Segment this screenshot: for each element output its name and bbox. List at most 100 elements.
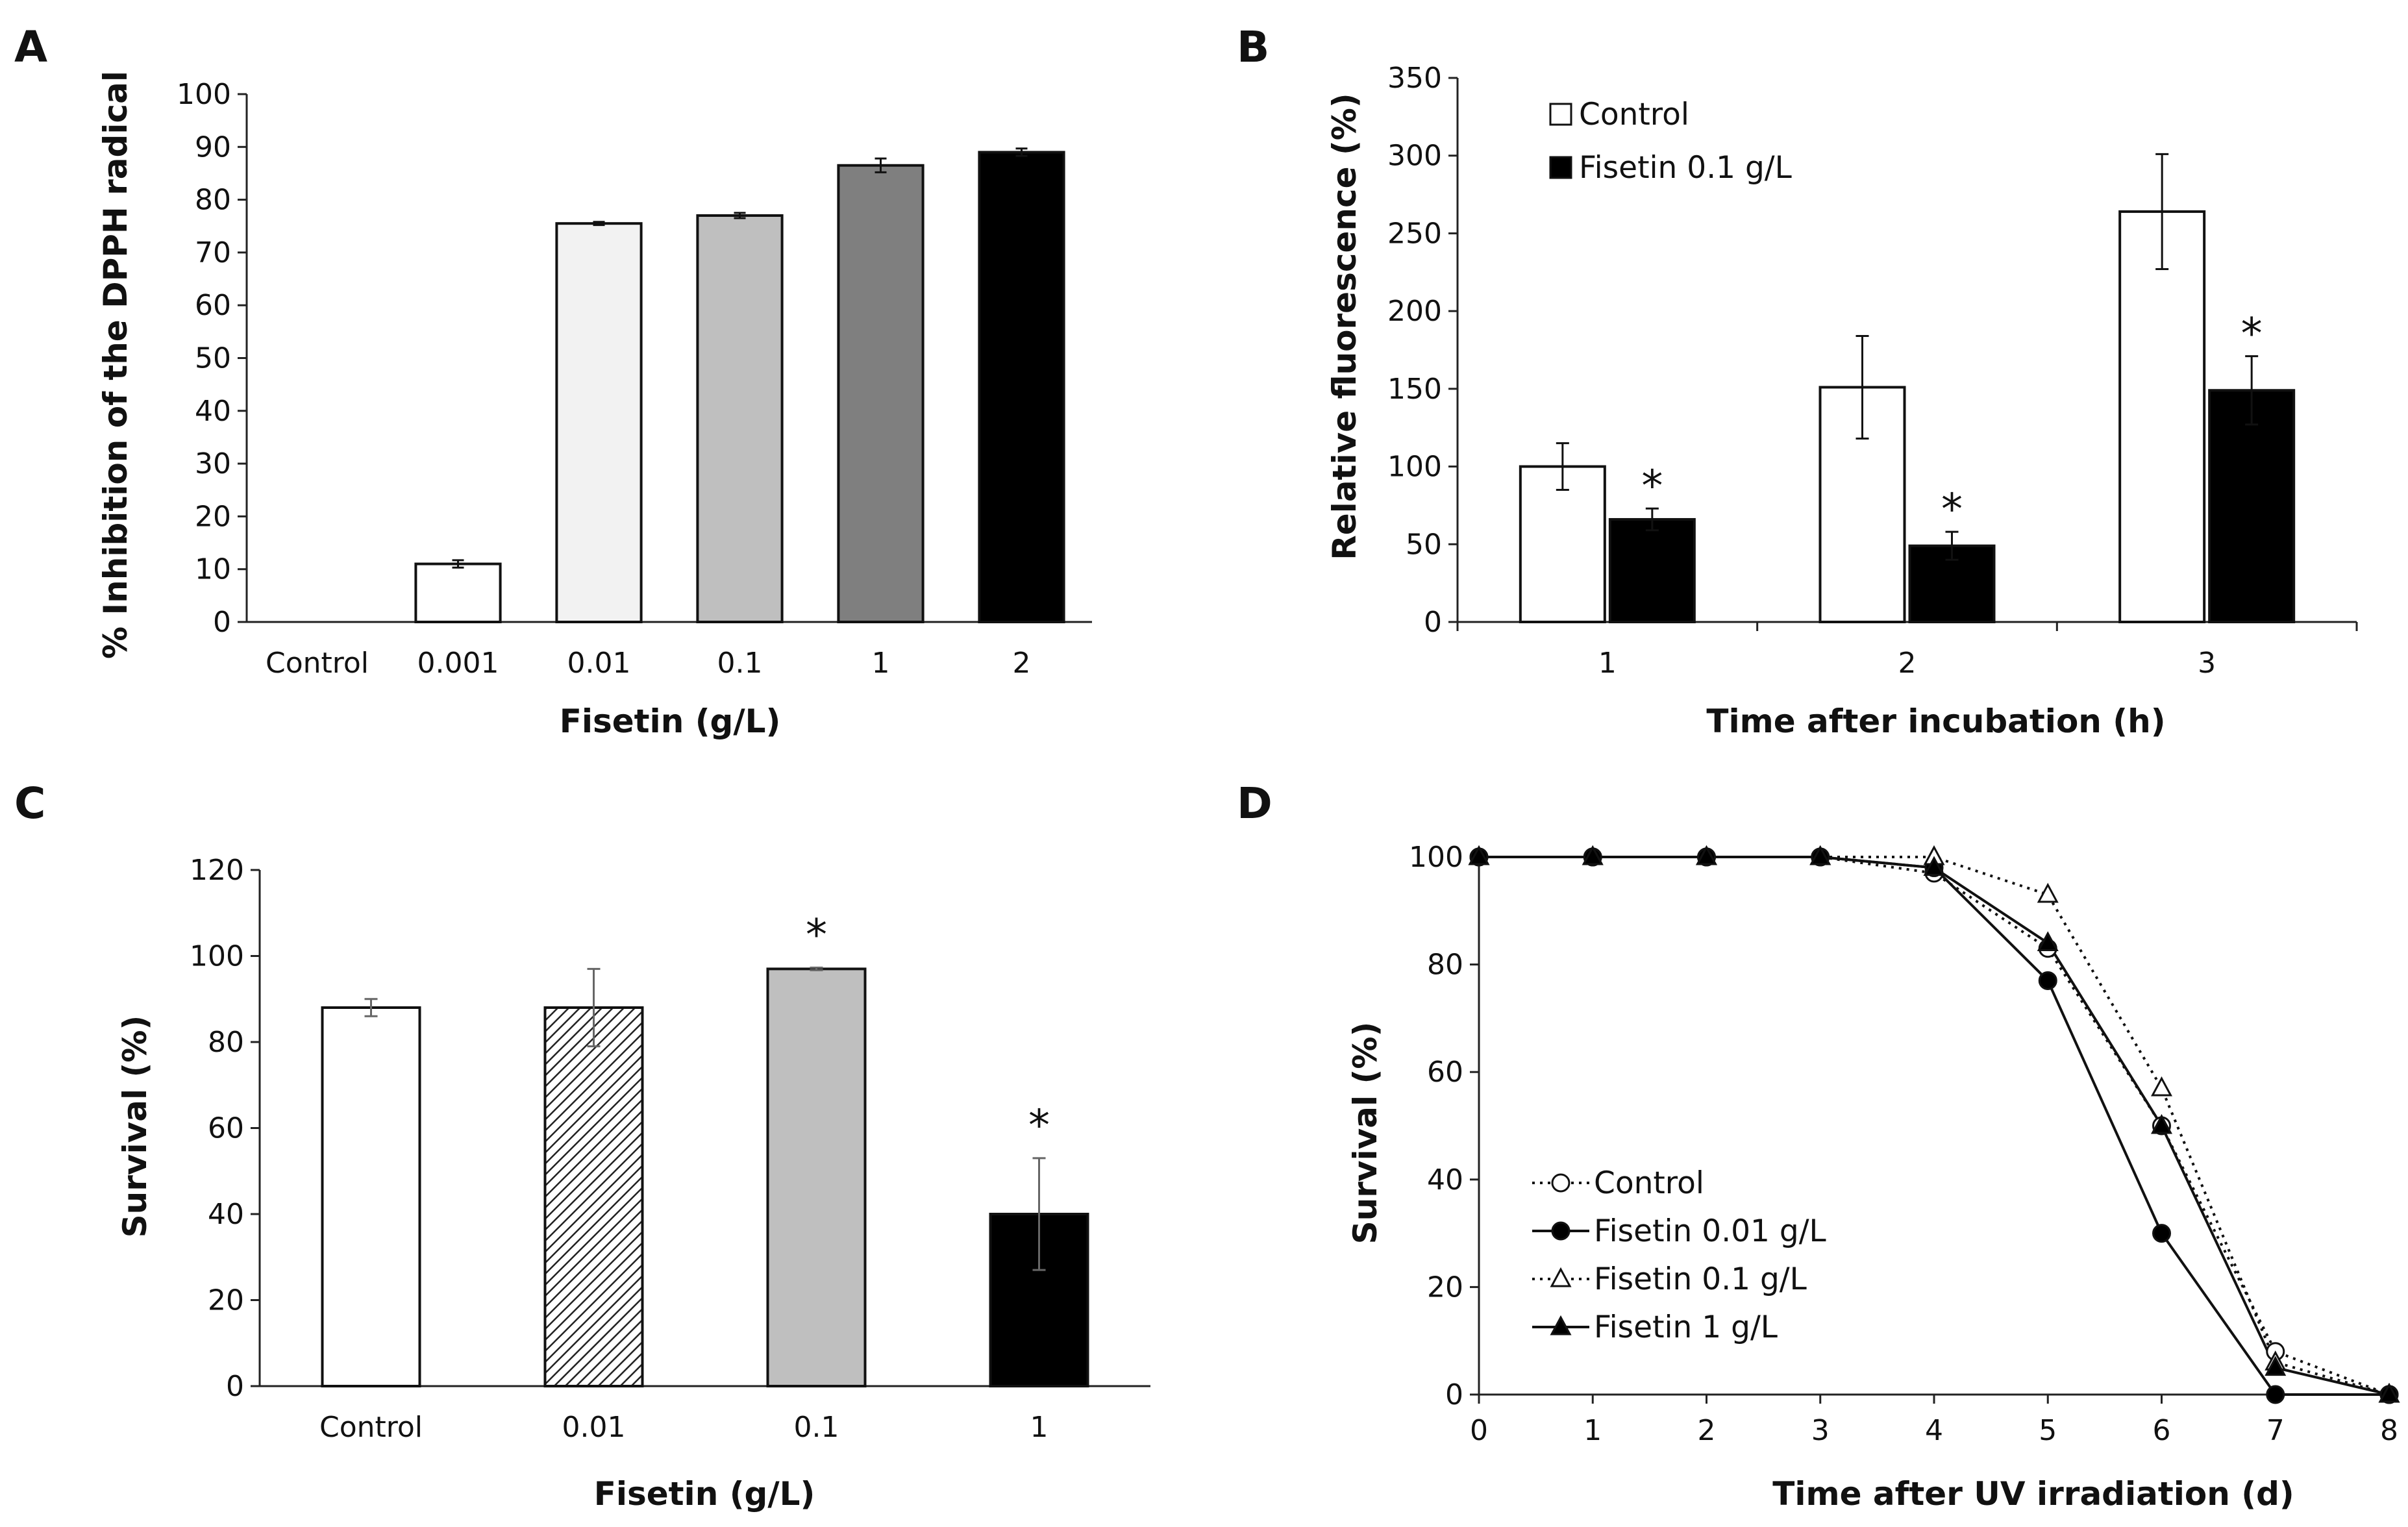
panel-d-data-point [2150, 1076, 2173, 1097]
panel-b-x-tick-label: 1 [1598, 647, 1617, 680]
panel-d-data-point [2038, 971, 2057, 990]
panel-c-x-tick-label: 1 [1030, 1411, 1049, 1444]
panel-c-y-axis-title: Survival (%) [116, 1015, 154, 1238]
panel-b-y-tick-label: 200 [1387, 295, 1442, 328]
legend-label-fisetin-0-1: Fisetin 0.1 g/L [1594, 1261, 1807, 1297]
panel-label-b: B [1237, 22, 1269, 72]
panel-d-x-axis-title: Time after UV irradiation (d) [1772, 1475, 2294, 1513]
panel-d-y-tick-label: 0 [1445, 1378, 1463, 1411]
panel-d-y-tick-label: 80 [1427, 949, 1463, 982]
panel-a-bar [978, 151, 1065, 623]
panel-d-x-tick-label: 4 [1925, 1414, 1943, 1447]
panel-d-data-point [2378, 1382, 2400, 1403]
legend-label-control: Control [1594, 1165, 1704, 1201]
panel-a-y-tick-label: 40 [195, 395, 231, 428]
panel-a-x-tick-label: 0.1 [717, 647, 763, 680]
panel-b-significance-star: * [1641, 461, 1663, 511]
panel-d-data-point [2037, 931, 2059, 951]
panel-a-bars [414, 147, 1065, 624]
panel-c-x-tick-label: 0.1 [794, 1411, 839, 1444]
panel-c-bar [543, 1006, 644, 1387]
panel-c-bar [321, 1006, 421, 1387]
panel-a-y-tick-label: 30 [195, 447, 231, 480]
panel-a-y-tick-label: 80 [195, 184, 231, 217]
panel-c-significance-star: * [1028, 1100, 1050, 1150]
panel-c-x-axis-title: Fisetin (g/L) [594, 1475, 815, 1513]
panel-d-line-chart: 0 20 40 60 80 100 0 1 2 3 4 5 6 7 8 Survival (%) Time … [1347, 841, 2400, 1513]
panel-b-significance-star: * [2241, 309, 2263, 359]
panel-d-y-tick-label: 20 [1427, 1271, 1463, 1304]
panel-d-data-point [1923, 856, 1945, 876]
panel-d-x-tick-label: 8 [2380, 1414, 2398, 1447]
panel-c-y-tick-label: 60 [208, 1112, 244, 1145]
panel-b-significance-star: * [1941, 484, 1963, 534]
panel-a-y-tick-label: 50 [195, 342, 231, 375]
panel-a-y-tick-label: 20 [195, 500, 231, 533]
panel-d-data-point [2152, 1224, 2171, 1243]
panel-a-y-axis-title: % Inhibition of the DPPH radical [97, 71, 134, 659]
panel-b-y-tick-label: 150 [1387, 373, 1442, 406]
panel-b-bar [1519, 465, 1606, 623]
panel-c-y-tick-label: 120 [190, 854, 244, 887]
panel-a-y-tick-label: 70 [195, 236, 231, 269]
panel-a-y-tick-label: 0 [213, 606, 231, 639]
panel-b-bars: * * * [1519, 153, 2296, 624]
panel-b-y-tick-label: 0 [1424, 606, 1442, 639]
panel-a-bar-chart: 0 10 20 30 40 50 60 70 80 90 100 Control 0.001 0.01 0.… [97, 71, 1092, 740]
panel-c-y-tick-label: 80 [208, 1026, 244, 1059]
panel-d-x-tick-label: 7 [2266, 1414, 2285, 1447]
panel-d-x-tick-label: 1 [1583, 1414, 1602, 1447]
panel-b-bar [2118, 210, 2206, 623]
panel-d-series [1468, 845, 2400, 1404]
panel-b-y-tick-label: 300 [1387, 140, 1442, 173]
panel-b-x-tick-label: 3 [2198, 647, 2216, 680]
panel-b-bar [2208, 389, 2296, 623]
panel-a-x-axis-title: Fisetin (g/L) [560, 702, 781, 740]
panel-c-significance-star: * [806, 910, 827, 960]
panel-c-y-tick-label: 0 [226, 1370, 244, 1403]
panel-a-bar [837, 164, 925, 623]
panel-a-x-tick-label: 0.001 [417, 647, 499, 680]
legend-marker [1551, 1221, 1570, 1241]
panel-d-data-point [1695, 845, 1718, 865]
panel-d-data-point [2150, 1113, 2173, 1134]
panel-d-y-axis-title: Survival (%) [1347, 1022, 1384, 1245]
panel-a-y-tick-label: 60 [195, 289, 231, 322]
panel-b-axes: 0 50 100 150 200 250 300 350 1 2 3 [1387, 62, 2358, 680]
panel-c-y-tick-label: 100 [190, 940, 244, 973]
panel-d-series-line [1479, 856, 2390, 1396]
panel-d-x-tick-label: 5 [2039, 1414, 2057, 1447]
panel-d-axes: 0 20 40 60 80 100 0 1 2 3 4 5 6 7 8 [1409, 841, 2398, 1447]
legend-label-control: Control [1579, 97, 1689, 132]
panel-b-bar [1608, 517, 1696, 624]
panel-a-bar [555, 222, 643, 623]
panel-b-y-axis-title: Relative fluorescence (%) [1326, 93, 1363, 560]
panel-c-bars: ** [321, 910, 1089, 1387]
panel-d-x-tick-label: 2 [1698, 1414, 1716, 1447]
panel-d-y-tick-label: 40 [1427, 1163, 1463, 1197]
panel-a-x-tick-label: 2 [1013, 647, 1031, 680]
panel-c-y-tick-label: 40 [208, 1198, 244, 1231]
panel-a-axes: 0 10 20 30 40 50 60 70 80 90 100 Control 0.001 0.01 0.… [177, 78, 1092, 680]
panel-b-x-tick-label: 2 [1898, 647, 1917, 680]
panel-c-x-tick-label: 0.01 [562, 1411, 626, 1444]
panel-d-data-point [1468, 845, 1490, 865]
legend-label-fisetin: Fisetin 0.1 g/L [1579, 150, 1792, 186]
legend-swatch-fisetin [1549, 156, 1572, 179]
panel-b-y-tick-label: 250 [1387, 217, 1442, 250]
panel-d-legend: Control Fisetin 0.01 g/L Fisetin 0.1 g/L… [1532, 1165, 1826, 1345]
panel-b-bar-chart: 0 50 100 150 200 250 300 350 1 2 3 * * * Relative fl… [1326, 62, 2358, 740]
panel-d-data-point [1582, 845, 1604, 865]
panel-b-x-axis-title: Time after incubation (h) [1706, 702, 2165, 740]
panel-b-y-tick-label: 50 [1406, 528, 1442, 561]
legend-swatch-control [1549, 103, 1572, 126]
panel-a-y-tick-label: 100 [177, 78, 231, 111]
panel-a-x-tick-label: Control [266, 647, 369, 680]
legend-marker [1550, 1267, 1572, 1287]
panel-a-y-tick-label: 10 [195, 553, 231, 586]
panel-c-y-tick-label: 20 [208, 1284, 244, 1317]
panel-d-data-point [2037, 882, 2059, 903]
legend-label-fisetin-1: Fisetin 1 g/L [1594, 1310, 1778, 1345]
